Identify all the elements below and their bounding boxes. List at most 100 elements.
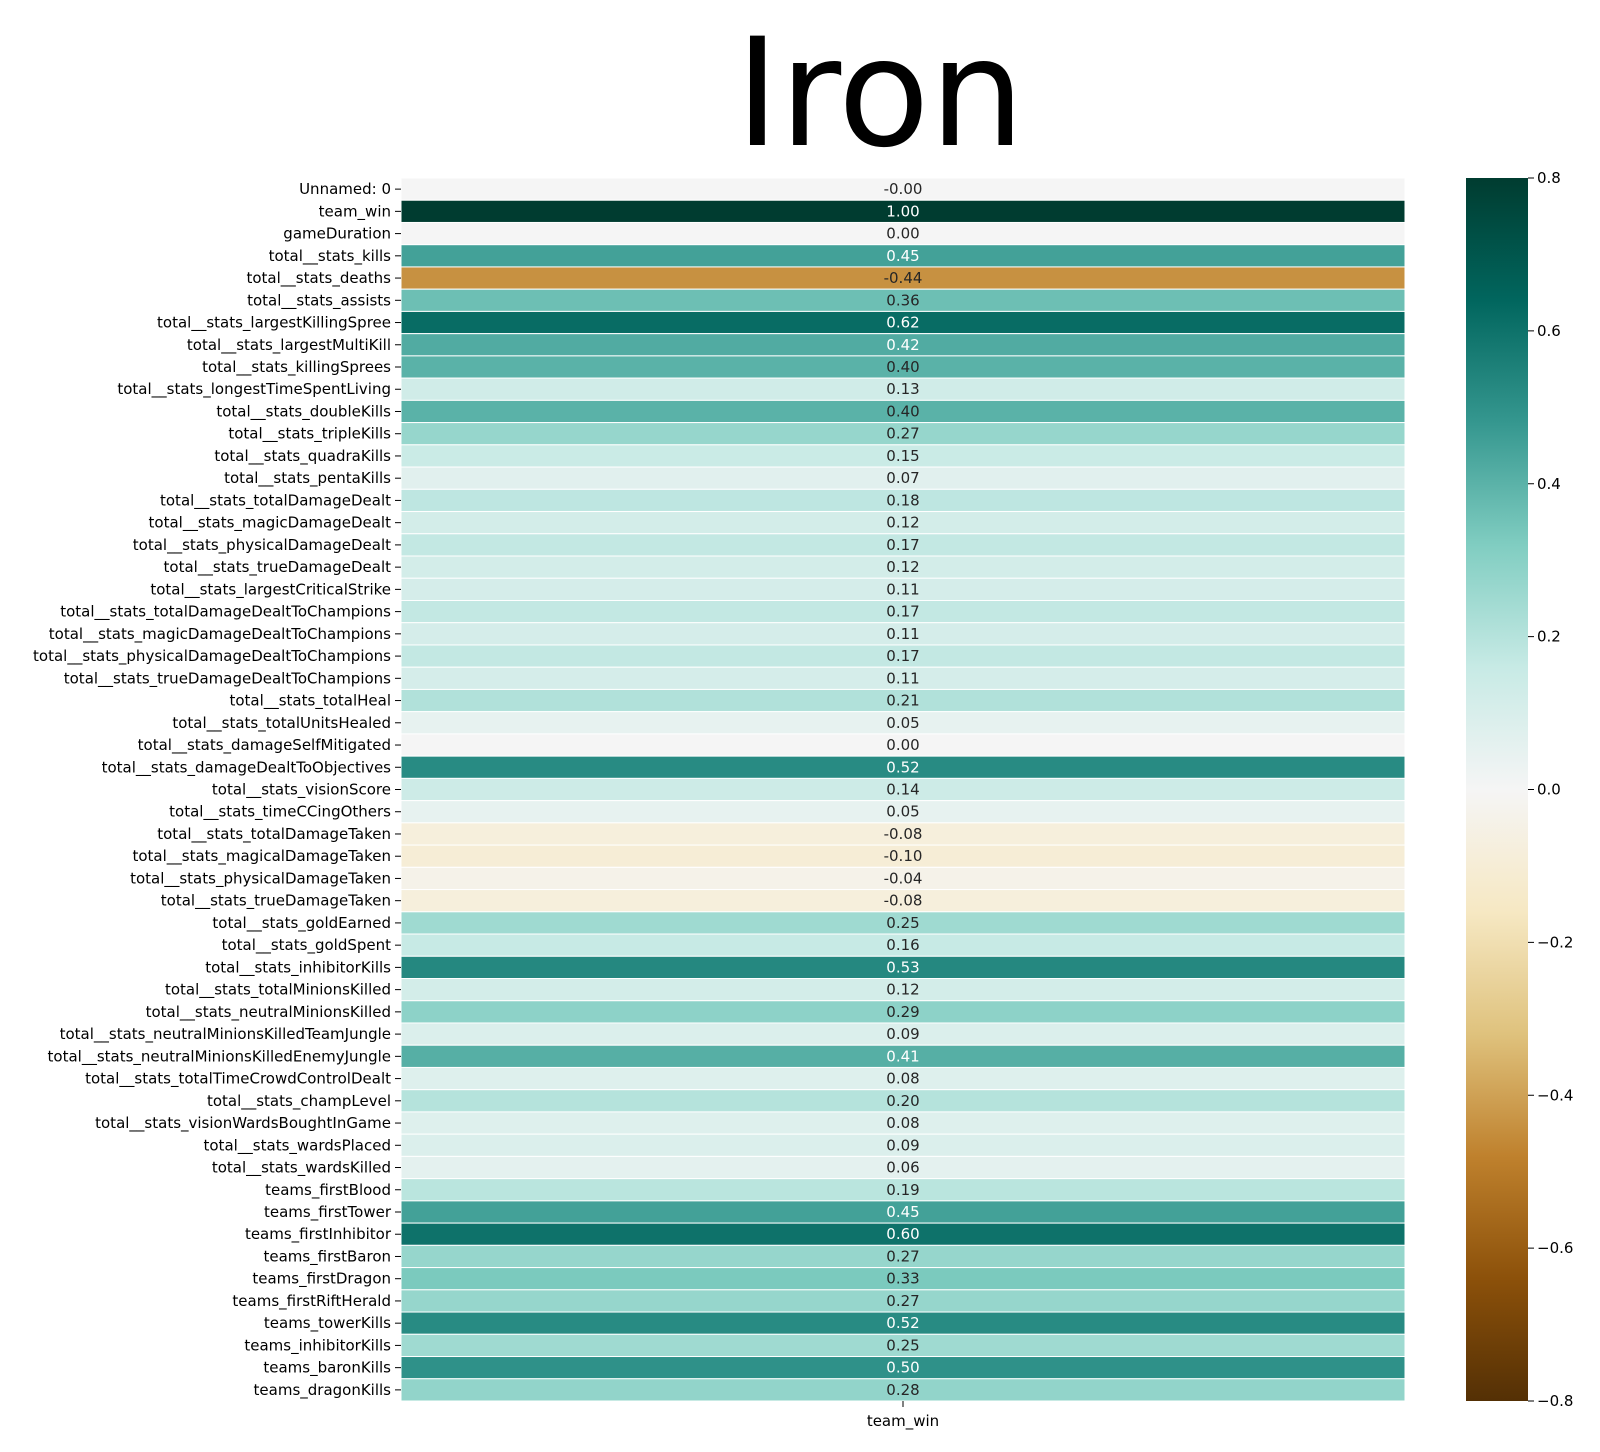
row-label: total__stats_largestKillingSpree xyxy=(157,314,391,333)
row-label: teams_firstInhibitor xyxy=(245,1225,392,1244)
cell-value-label: -0.08 xyxy=(884,825,923,843)
cell-value-label: 0.52 xyxy=(886,1314,919,1332)
row-label: total__stats_assists xyxy=(247,291,391,310)
row-label: total__stats_wardsPlaced xyxy=(204,1136,392,1155)
row-label: total__stats_quadraKills xyxy=(214,447,391,466)
row-label: total__stats_longestTimeSpentLiving xyxy=(117,380,391,399)
cell-value-label: 0.09 xyxy=(886,1025,919,1043)
row-label: total__stats_totalUnitsHealed xyxy=(172,714,391,733)
row-label: total__stats_goldSpent xyxy=(222,936,392,955)
cell-value-label: 0.28 xyxy=(886,1381,919,1399)
row-label: total__stats_goldEarned xyxy=(212,914,391,933)
row-label: total__stats_neutralMinionsKilled xyxy=(146,1003,391,1022)
cell-value-label: -0.00 xyxy=(884,180,923,198)
cell-value-label: -0.04 xyxy=(884,869,923,887)
cell-value-label: 0.17 xyxy=(886,647,919,665)
cell-value-label: 0.60 xyxy=(886,1225,919,1243)
cell-value-label: 0.53 xyxy=(886,958,919,976)
row-label: total__stats_visionScore xyxy=(212,781,391,800)
column-labels: team_win xyxy=(867,1401,939,1431)
cell-value-label: 0.50 xyxy=(886,1359,919,1377)
colorbar-tick-label: 0.8 xyxy=(1537,169,1561,187)
row-label: total__stats_magicalDamageTaken xyxy=(132,847,391,866)
cell-value-label: -0.44 xyxy=(884,269,923,287)
cell-value-label: 0.29 xyxy=(886,1003,919,1021)
row-label: total__stats_inhibitorKills xyxy=(205,958,391,977)
cell-value-label: 0.17 xyxy=(886,603,919,621)
row-label: teams_firstDragon xyxy=(252,1270,391,1289)
row-label: total__stats_magicDamageDealtToChampions xyxy=(49,625,391,644)
cell-value-label: 0.11 xyxy=(886,580,919,598)
row-label: total__stats_doubleKills xyxy=(216,402,391,421)
colorbar-tick-label: 0.4 xyxy=(1537,475,1561,493)
row-label: total__stats_trueDamageDealtToChampions xyxy=(64,669,391,688)
cell-value-label: 0.52 xyxy=(886,758,919,776)
cell-value-label: 0.19 xyxy=(886,1181,919,1199)
row-label: teams_baronKills xyxy=(263,1359,391,1378)
cell-value-label: 0.27 xyxy=(886,425,919,443)
cell-value-label: 0.12 xyxy=(886,981,919,999)
row-label: teams_towerKills xyxy=(264,1314,391,1333)
cell-value-label: 0.08 xyxy=(886,1070,919,1088)
colorbar-tick-label: 0.6 xyxy=(1537,322,1561,340)
colorbar-tick-label: −0.4 xyxy=(1537,1086,1573,1104)
cell-value-label: 0.21 xyxy=(886,692,919,710)
cell-value-label: 0.08 xyxy=(886,1114,919,1132)
colorbar-tick-label: −0.8 xyxy=(1537,1392,1573,1410)
cell-value-label: 0.33 xyxy=(886,1270,919,1288)
row-label: total__stats_visionWardsBoughtInGame xyxy=(95,1114,391,1133)
row-label: team_win xyxy=(319,202,391,221)
row-label: total__stats_physicalDamageDealt xyxy=(133,536,391,555)
cell-value-label: 0.12 xyxy=(886,514,919,532)
chart-title: Iron xyxy=(735,7,1024,181)
column-label: team_win xyxy=(867,1412,939,1431)
cell-value-label: 0.25 xyxy=(886,1336,919,1354)
row-label: total__stats_damageSelfMitigated xyxy=(138,736,391,755)
row-label: total__stats_trueDamageTaken xyxy=(161,892,391,911)
row-label: total__stats_deaths xyxy=(246,269,391,288)
row-label: total__stats_totalMinionsKilled xyxy=(165,981,391,1000)
colorbar: 0.8 0.6 0.4 0.2 0.0 −0.2 −0.4 −0.6 −0.8 xyxy=(1466,169,1573,1410)
row-label: total__stats_damageDealtToObjectives xyxy=(102,758,392,777)
row-label: total__stats_totalDamageTaken xyxy=(157,825,391,844)
row-label: Unnamed: 0 xyxy=(299,180,391,198)
cell-value-label: 0.06 xyxy=(886,1159,919,1177)
cell-value-label: 0.11 xyxy=(886,669,919,687)
cell-value-label: 0.20 xyxy=(886,1092,919,1110)
cell-value-label: 1.00 xyxy=(886,202,919,220)
row-label: total__stats_totalDamageDealtToChampions xyxy=(60,603,391,622)
row-label: gameDuration xyxy=(283,225,391,243)
row-label: total__stats_neutralMinionsKilledEnemyJu… xyxy=(48,1047,391,1066)
cell-value-label: 0.27 xyxy=(886,1247,919,1265)
row-label: total__stats_pentaKills xyxy=(224,469,391,488)
row-label: teams_firstTower xyxy=(264,1203,392,1222)
row-label: total__stats_totalDamageDealt xyxy=(160,491,391,510)
row-label: total__stats_largestMultiKill xyxy=(187,336,391,355)
colorbar-tick-label: −0.6 xyxy=(1537,1239,1573,1257)
cell-value-label: 0.62 xyxy=(886,314,919,332)
row-label: total__stats_physicalDamageDealtToChampi… xyxy=(33,647,391,666)
cell-value-label: 0.17 xyxy=(886,536,919,554)
colorbar-gradient xyxy=(1466,178,1528,1401)
cell-value-label: -0.10 xyxy=(884,847,923,865)
cell-value-label: 0.05 xyxy=(886,803,919,821)
cell-value-label: 0.13 xyxy=(886,380,919,398)
cell-value-label: 0.18 xyxy=(886,491,919,509)
cell-value-label: 0.36 xyxy=(886,291,919,309)
heatmap-cells: -0.00 1.00 0.00 0.45 -0.44 0.36 0.62 0.42 0.40 0.… xyxy=(400,177,1406,1402)
row-label: teams_firstRiftHerald xyxy=(232,1292,391,1311)
row-label: teams_dragonKills xyxy=(254,1381,392,1400)
cell-value-label: 0.45 xyxy=(886,1203,919,1221)
cell-value-label: 0.09 xyxy=(886,1136,919,1154)
colorbar-tick-label: 0.0 xyxy=(1537,781,1561,799)
cell-value-label: 0.45 xyxy=(886,247,919,265)
colorbar-tick-label: 0.2 xyxy=(1537,628,1561,646)
cell-value-label: 0.16 xyxy=(886,936,919,954)
row-label: total__stats_largestCriticalStrike xyxy=(150,580,391,599)
cell-value-label: 0.00 xyxy=(886,736,919,754)
cell-value-label: 0.27 xyxy=(886,1292,919,1310)
cell-value-label: -0.08 xyxy=(884,892,923,910)
row-label: teams_inhibitorKills xyxy=(244,1336,391,1355)
row-label: total__stats_kills xyxy=(269,247,392,266)
